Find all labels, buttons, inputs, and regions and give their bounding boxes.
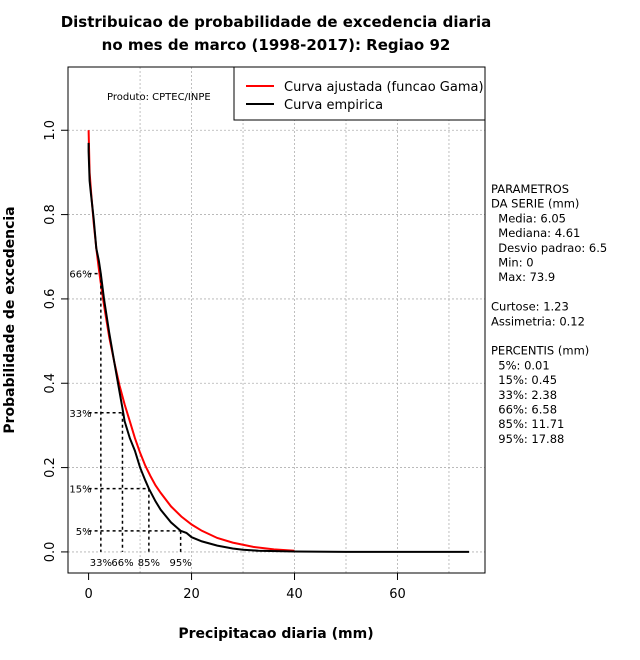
stats-line: 15%: 0.45 xyxy=(491,373,557,387)
y-tick-label: 0.6 xyxy=(43,289,58,310)
stats-line: 5%: 0.01 xyxy=(491,358,550,372)
percentile-x-label: 95% xyxy=(170,558,192,569)
legend-label-fitted: Curva ajustada (funcao Gama) xyxy=(284,80,484,95)
y-axis: 0.0 0.2 0.4 0.6 0.8 1.0 xyxy=(43,120,68,562)
y-tick-label: 0.2 xyxy=(43,457,58,478)
stats-line: Mediana: 4.61 xyxy=(491,226,580,240)
stats-line: Max: 73.9 xyxy=(491,270,555,284)
grid-lines xyxy=(68,67,485,573)
x-tick-label: 40 xyxy=(286,587,303,602)
stats-line: 33%: 2.38 xyxy=(491,388,557,402)
y-tick-label: 0.4 xyxy=(43,373,58,394)
stats-line: Assimetria: 0.12 xyxy=(491,314,585,328)
product-label: Produto: CPTEC/INPE xyxy=(107,92,211,103)
y-tick-label: 0.0 xyxy=(43,542,58,563)
stats-line: PERCENTIS (mm) xyxy=(491,344,589,358)
chart-title-line-2: no mes de marco (1998-2017): Regiao 92 xyxy=(102,36,451,54)
stats-line: Min: 0 xyxy=(491,256,534,270)
y-axis-label: Probabilidade de excedencia xyxy=(2,206,18,433)
x-tick-label: 20 xyxy=(183,587,200,602)
percentile-y-label: 33% xyxy=(69,409,91,420)
y-tick-label: 1.0 xyxy=(43,120,58,141)
series-group xyxy=(87,130,469,553)
stats-line: 85%: 11.71 xyxy=(491,417,564,431)
legend: Curva ajustada (funcao Gama) Curva empir… xyxy=(233,66,486,121)
percentile-markers: 66%33%33%66%15%85%5%95% xyxy=(69,270,191,569)
stats-line: PARAMETROS xyxy=(491,182,569,196)
percentile-x-label: 33% xyxy=(90,558,112,569)
percentile-x-label: 66% xyxy=(111,558,133,569)
y-tick-label: 0.8 xyxy=(43,204,58,225)
x-tick-label: 60 xyxy=(389,587,406,602)
stats-line: 95%: 17.88 xyxy=(491,432,564,446)
plot-frame xyxy=(67,66,486,574)
percentile-y-label: 66% xyxy=(69,270,91,281)
percentile-y-label: 15% xyxy=(69,485,91,496)
stats-line: Curtose: 1.23 xyxy=(491,300,569,314)
stats-line: 66%: 6.58 xyxy=(491,403,557,417)
x-axis: 0 20 40 60 xyxy=(84,573,406,602)
stats-line: DA SERIE (mm) xyxy=(491,197,579,211)
stats-line: Desvio padrao: 6.5 xyxy=(491,241,607,255)
legend-box xyxy=(233,66,486,121)
percentile-y-label: 5% xyxy=(76,527,92,538)
x-tick-label: 0 xyxy=(84,587,92,602)
legend-label-empirical: Curva empirica xyxy=(284,98,383,113)
percentile-x-label: 85% xyxy=(138,558,160,569)
series-line-empirical xyxy=(87,142,469,553)
chart-title-line-1: Distribuicao de probabilidade de exceden… xyxy=(61,13,492,31)
stats-line: Media: 6.05 xyxy=(491,211,566,225)
x-axis-label: Precipitacao diaria (mm) xyxy=(178,626,373,642)
